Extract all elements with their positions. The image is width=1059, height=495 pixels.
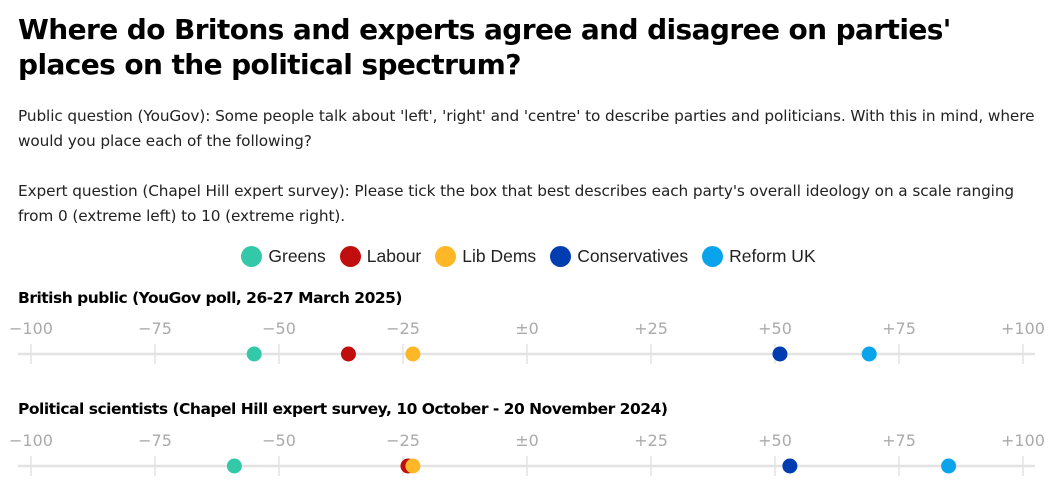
legend-label-lib-dems: Lib Dems <box>462 246 537 266</box>
legend-label-conservatives: Conservatives <box>577 246 689 266</box>
tick-label: +100 <box>1001 319 1045 338</box>
tick-label: −100 <box>9 431 53 450</box>
tick-label: −100 <box>9 319 53 338</box>
tick-label: +75 <box>882 431 916 450</box>
legend: Greens Labour Lib Dems Conservatives Ref… <box>0 246 1059 267</box>
tick-label: +25 <box>634 431 668 450</box>
legend-label-labour: Labour <box>366 246 422 266</box>
legend-item-reform-uk: Reform UK <box>702 246 816 267</box>
data-point-conservatives <box>772 346 788 362</box>
tick-label: −25 <box>386 431 420 450</box>
legend-item-lib-dems: Lib Dems <box>435 246 536 267</box>
tick-label: ±0 <box>515 431 539 450</box>
tick-label: +50 <box>758 431 792 450</box>
legend-label-greens: Greens <box>268 246 326 266</box>
legend-swatch-greens <box>241 246 263 267</box>
expert-question-text: Expert question (Chapel Hill expert surv… <box>18 182 1015 225</box>
legend-swatch-conservatives <box>550 246 572 267</box>
tick-label: −75 <box>138 431 172 450</box>
public-question-text: Public question (YouGov): Some people ta… <box>18 107 1035 150</box>
legend-swatch-labour <box>339 246 361 267</box>
data-point-labour <box>340 346 356 362</box>
data-point-conservatives <box>782 458 798 474</box>
legend-swatch-lib-dems <box>435 246 457 267</box>
data-point-lib-dems <box>405 346 421 362</box>
legend-label-reform-uk: Reform UK <box>729 246 816 266</box>
tick-label: ±0 <box>515 319 539 338</box>
tick-label: +50 <box>758 319 792 338</box>
legend-item-greens: Greens <box>241 246 326 267</box>
legend-swatch-reform-uk <box>702 246 724 267</box>
tick-label: +75 <box>882 319 916 338</box>
legend-item-conservatives: Conservatives <box>550 246 688 267</box>
tick-label: +25 <box>634 319 668 338</box>
tick-label: −50 <box>262 431 296 450</box>
tick-label: −25 <box>386 319 420 338</box>
data-point-reform-uk <box>941 458 957 474</box>
tick-label: −50 <box>262 319 296 338</box>
page-title: Where do Britons and experts agree and d… <box>18 13 951 81</box>
chart-title-experts: Political scientists (Chapel Hill expert… <box>18 400 668 418</box>
legend-item-labour: Labour <box>339 246 422 267</box>
data-point-greens <box>226 458 242 474</box>
chart-experts: −100 −75 −50 −25 ±0 +25 +50 +75 +100 <box>9 431 1045 476</box>
tick-label: +100 <box>1001 431 1045 450</box>
chart-public: −100 −75 −50 −25 ±0 +25 +50 +75 +100 <box>9 319 1045 364</box>
tick-label: −75 <box>138 319 172 338</box>
chart-title-public: British public (YouGov poll, 26-27 March… <box>18 289 403 307</box>
data-point-reform-uk <box>861 346 877 362</box>
data-point-greens <box>246 346 262 362</box>
data-point-lib-dems <box>405 458 421 474</box>
